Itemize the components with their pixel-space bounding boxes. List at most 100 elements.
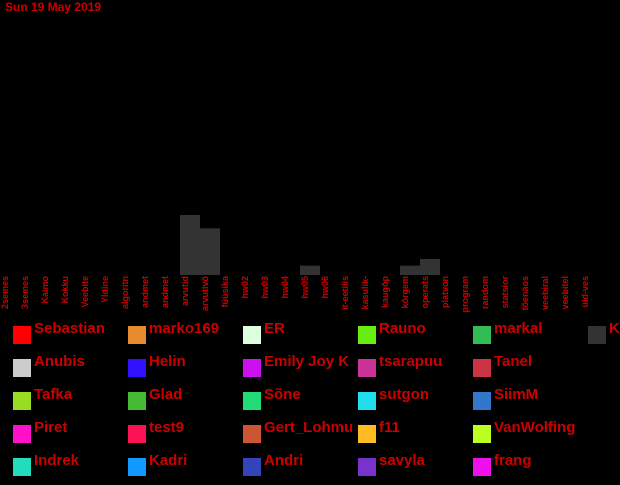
legend-swatch — [13, 392, 31, 410]
legend-entry: Emily Joy K — [243, 353, 349, 377]
x-tick-label: arvutid — [180, 276, 190, 306]
legend-label: sutgon — [379, 386, 429, 403]
x-tick-label: tõenäos — [520, 276, 530, 311]
bars-layer — [180, 215, 440, 275]
legend-label: Anubis — [34, 353, 85, 370]
x-tick-label: hw04 — [280, 276, 290, 299]
legend-swatch — [243, 392, 261, 410]
legend-entry: Helin — [128, 353, 186, 377]
x-tick-label: üld-ves — [580, 276, 590, 308]
legend-entry: tsarapuu — [358, 353, 442, 377]
legend-label: Sõne — [264, 386, 301, 403]
legend-label: Sebastian — [34, 320, 105, 337]
legend-label: VanWolfing — [494, 419, 575, 436]
x-tick-label: hw02 — [240, 276, 250, 299]
legend-swatch — [243, 326, 261, 344]
legend-entry: K — [588, 320, 620, 344]
legend-swatch — [13, 425, 31, 443]
legend-entry: Rauno — [358, 320, 426, 344]
legend-label: savyla — [379, 452, 426, 469]
legend-entry: Anubis — [13, 353, 85, 377]
legend-entry: Kadri — [128, 452, 187, 476]
x-tick-label: Kokku — [60, 276, 70, 304]
legend-entry: SiimM — [473, 386, 538, 410]
legend-entry: ER — [243, 320, 285, 344]
x-tick-label: program — [460, 276, 470, 313]
bar-hw05 — [300, 265, 320, 275]
bar-arvutid — [180, 215, 200, 275]
legend-swatch — [128, 326, 146, 344]
legend-swatch — [128, 392, 146, 410]
x-tick-label: andmet — [160, 276, 170, 308]
legend-swatch — [13, 458, 31, 476]
x-tick-label: random — [480, 276, 490, 309]
legend-label: Piret — [34, 419, 67, 436]
x-tick-labels: 2semes 3semes Kaimo Kokku Veebite Yldine algor… — [0, 275, 590, 313]
legend-swatch — [473, 326, 491, 344]
legend-entry: markal — [473, 320, 542, 344]
legend-entry: savyla — [358, 452, 426, 476]
legend-swatch — [473, 359, 491, 377]
x-tick-label: platvon — [440, 276, 450, 308]
legend-swatch — [358, 326, 376, 344]
legend-label: Helin — [149, 353, 186, 370]
legend-swatch — [13, 326, 31, 344]
legend-swatch — [243, 425, 261, 443]
legend-swatch — [128, 425, 146, 443]
legend-label: markal — [494, 320, 542, 337]
legend-entry: Sebastian — [13, 320, 105, 344]
legend-swatch — [128, 458, 146, 476]
chart-title: Sun 19 May 2019 — [5, 0, 101, 14]
legend-swatch — [243, 359, 261, 377]
legend-entry: Glad — [128, 386, 182, 410]
bar-operats — [420, 259, 440, 275]
legend-entry: Tafka — [13, 386, 73, 410]
legend-swatch — [13, 359, 31, 377]
legend-swatch — [128, 359, 146, 377]
legend-swatch — [588, 326, 606, 344]
legend-label: frang — [494, 452, 532, 469]
x-tick-label: hw06 — [320, 276, 330, 299]
legend-entry: f11 — [358, 419, 400, 443]
x-tick-label: hw05 — [300, 276, 310, 299]
legend-label: marko169 — [149, 320, 219, 337]
x-tick-label: statsior — [500, 276, 510, 309]
x-tick-label: kasulik- — [360, 276, 370, 310]
legend-swatch — [473, 425, 491, 443]
legend-swatch — [358, 392, 376, 410]
legend: Sebastian marko169 ER Rauno markal K Anubis Hel… — [13, 320, 620, 476]
legend-label: test9 — [149, 419, 184, 436]
legend-swatch — [358, 458, 376, 476]
legend-entry: sutgon — [358, 386, 429, 410]
legend-entry: Indrek — [13, 452, 80, 476]
legend-label: Rauno — [379, 320, 426, 337]
legend-label: K — [609, 320, 620, 337]
legend-entry: Sõne — [243, 386, 301, 410]
legend-label: ER — [264, 320, 285, 337]
x-tick-label: arvutivõ — [200, 276, 210, 312]
x-tick-label: Veebite — [80, 276, 90, 308]
legend-label: Andri — [264, 452, 303, 469]
x-tick-label: Yldine — [100, 276, 110, 303]
x-tick-label: veebitel — [560, 276, 570, 310]
x-tick-label: füüsika — [220, 275, 230, 308]
bar-kõrgem — [400, 265, 420, 275]
legend-label: Kadri — [149, 452, 187, 469]
legend-swatch — [358, 359, 376, 377]
x-tick-label: andmet — [140, 276, 150, 308]
x-tick-label: 2semes — [0, 276, 10, 309]
legend-entry: Andri — [243, 452, 303, 476]
legend-label: SiimM — [494, 386, 538, 403]
legend-label: Emily Joy K — [264, 353, 349, 370]
x-tick-label: kõrgem — [400, 276, 410, 309]
bar-arvutivõ — [200, 228, 220, 275]
legend-entry: marko169 — [128, 320, 219, 344]
legend-entry: Gert_Lohmu — [243, 419, 353, 443]
legend-entry: Tanel — [473, 353, 532, 377]
legend-label: Glad — [149, 386, 182, 403]
legend-swatch — [473, 392, 491, 410]
x-tick-label: algoritn — [120, 276, 130, 309]
x-tick-label: kaugõp — [380, 276, 390, 309]
legend-label: Gert_Lohmu — [264, 419, 353, 436]
